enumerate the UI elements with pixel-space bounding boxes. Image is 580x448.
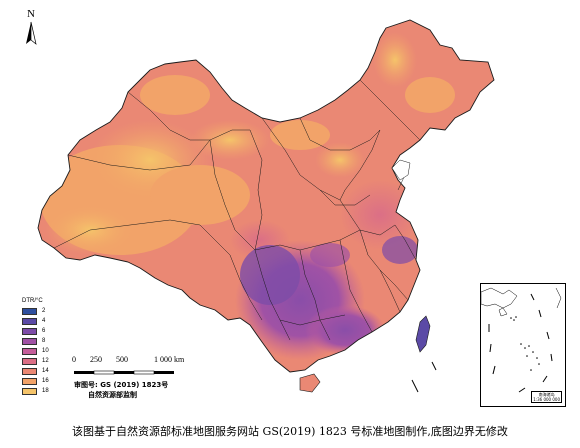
inset-label-title: 南海诸岛 — [538, 392, 555, 397]
inset-label: 南海诸岛 1:36 000 000 — [531, 391, 562, 403]
legend-item: 16 — [22, 376, 82, 386]
figure-caption: 该图基于自然资源部标准地图服务网站 GS(2019) 1823 号标准地图制作,… — [72, 425, 508, 438]
scale-label-500: 500 — [116, 355, 128, 364]
legend-item: 10 — [22, 346, 82, 356]
taiwan — [415, 315, 431, 353]
legend: DTR/°C 2 4 6 8 10 12 14 16 18 — [22, 298, 82, 396]
china-dtr-map — [26, 19, 495, 393]
legend-item: 14 — [22, 366, 82, 376]
legend-item: 12 — [22, 356, 82, 366]
legend-item: 18 — [22, 386, 82, 396]
inset-map — [480, 287, 562, 393]
north-indicator: N — [20, 8, 42, 52]
legend-item: 4 — [22, 316, 82, 326]
china-outline — [37, 19, 495, 373]
legend-label: 14 — [42, 368, 49, 374]
scale-bar — [74, 370, 174, 375]
approval-text: 审图号: GS (2019) 1823号 自然资源部监制 — [74, 380, 168, 400]
approval-number: 审图号: GS (2019) 1823号 — [74, 381, 169, 389]
legend-swatch — [22, 337, 37, 345]
south-china-sea-inset: 南海诸岛 1:36 000 000 — [480, 283, 566, 407]
legend-label: 18 — [42, 388, 49, 394]
legend-label: 6 — [42, 328, 46, 334]
legend-label: 10 — [42, 348, 49, 354]
legend-swatch — [22, 307, 37, 315]
south-sea-dashes — [411, 361, 437, 393]
province-boundaries — [53, 79, 421, 341]
legend-label: 12 — [42, 358, 49, 364]
hainan — [299, 373, 321, 393]
legend-item: 2 — [22, 306, 82, 316]
legend-swatch — [22, 377, 37, 385]
map-frame: N DTR/°C 2 4 6 8 10 12 14 16 18 0 250 500 1 000 … — [20, 8, 566, 407]
inset-label-scale: 1:36 000 000 — [533, 397, 560, 402]
legend-label: 16 — [42, 378, 49, 384]
legend-items: 2 4 6 8 10 12 14 16 18 — [22, 306, 82, 396]
legend-label: 4 — [42, 318, 46, 324]
scale-label-1000: 1 000 km — [154, 355, 185, 364]
scale-label-0: 0 — [72, 355, 76, 364]
north-arrow-icon — [26, 21, 37, 45]
legend-swatch — [22, 317, 37, 325]
legend-item: 8 — [22, 336, 82, 346]
legend-title: DTR/°C — [22, 298, 43, 304]
north-letter: N — [27, 8, 35, 20]
legend-label: 2 — [42, 308, 46, 314]
legend-swatch — [22, 367, 37, 375]
scale-label-250: 250 — [90, 355, 102, 364]
legend-swatch — [22, 387, 37, 395]
legend-swatch — [22, 347, 37, 355]
legend-label: 8 — [42, 338, 46, 344]
bohai-sea — [391, 159, 411, 181]
scale-labels: 0 250 500 1 000 km — [70, 355, 190, 375]
approval-issuer: 自然资源部监制 — [88, 391, 137, 399]
legend-swatch — [22, 327, 37, 335]
legend-swatch — [22, 357, 37, 365]
legend-item: 6 — [22, 326, 82, 336]
